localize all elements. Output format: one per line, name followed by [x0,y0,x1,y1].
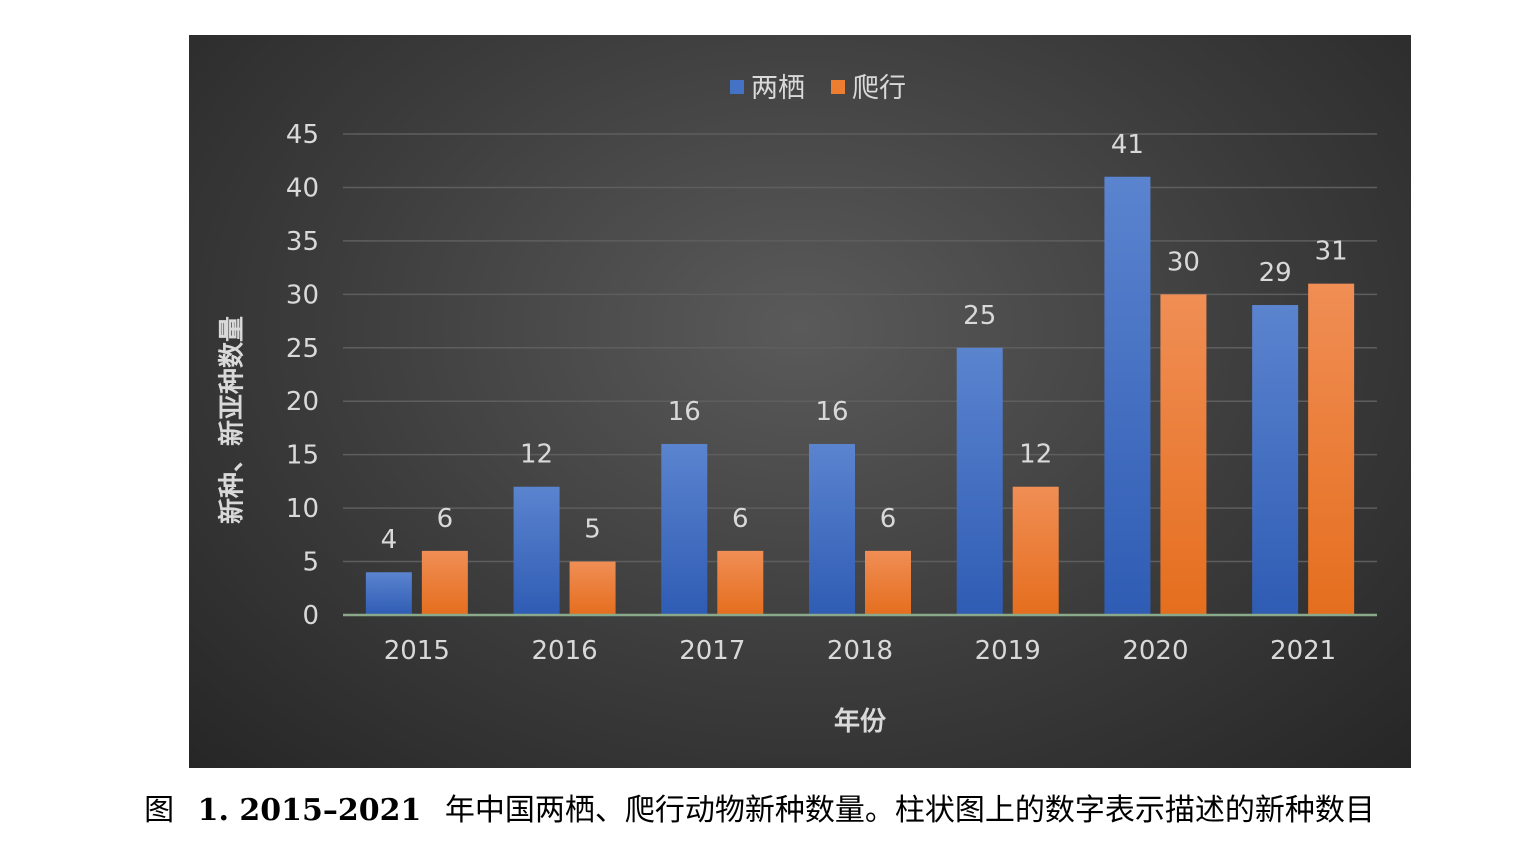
data-label-爬行-2017: 6 [732,504,749,534]
data-label-两栖-2020: 41 [1111,130,1144,160]
figure-caption: 图 1. 2015–2021 年中国两栖、爬行动物新种数量。柱状图上的数字表示描… [0,785,1519,829]
y-axis-ticks: 0 5 10 15 20 25 30 35 40 45 [286,120,319,631]
y-tick-label: 5 [302,548,319,578]
x-tick-label: 2021 [1270,636,1336,666]
data-label-两栖-2017: 16 [668,397,701,427]
bar-爬行-2019 [1012,486,1059,615]
x-tick-label: 2016 [531,636,597,666]
x-axis-title: 年份 [834,706,886,737]
y-tick-label: 0 [302,601,319,631]
x-tick-label: 2019 [975,636,1041,666]
x-tick-label: 2020 [1122,636,1188,666]
bar-爬行-2021 [1308,283,1355,615]
y-tick-label: 20 [286,387,319,417]
data-label-爬行-2020: 30 [1167,247,1200,277]
bars [365,176,1355,615]
bar-爬行-2017 [717,550,764,615]
legend-label-爬行: 爬行 [852,73,906,104]
bar-两栖-2017 [661,443,708,615]
y-tick-label: 25 [286,334,319,364]
data-label-两栖-2019: 25 [963,301,996,331]
y-tick-label: 40 [286,173,319,203]
bar-两栖-2021 [1252,305,1299,615]
gridlines [343,133,1377,563]
data-label-两栖-2015: 4 [381,525,398,555]
bar-两栖-2018 [809,443,855,615]
y-tick-label: 30 [286,280,319,310]
bar-两栖-2020 [1104,176,1151,615]
y-tick-label: 15 [286,441,319,471]
chart-panel: 0 5 10 15 20 25 30 35 40 45 4 6 12 5 16 6 16 6 25 12 41 30 29… [189,35,1411,768]
bar-两栖-2016 [513,486,560,615]
y-tick-label: 35 [286,227,319,257]
data-label-爬行-2015: 6 [437,504,454,534]
legend-label-两栖: 两栖 [751,73,805,104]
bar-爬行-2020 [1160,294,1207,615]
data-label-两栖-2018: 16 [815,397,848,427]
x-axis-ticks: 2015 2016 2017 2018 2019 2020 2021 [384,636,1336,666]
data-label-爬行-2018: 6 [880,504,897,534]
x-tick-label: 2018 [827,636,893,666]
legend-swatch-爬行 [831,80,845,94]
legend-swatch-两栖 [730,80,744,94]
data-label-两栖-2016: 12 [520,440,553,470]
x-tick-label: 2017 [679,636,745,666]
data-label-爬行-2021: 31 [1315,237,1348,267]
bar-爬行-2016 [569,561,616,615]
x-tick-label: 2015 [384,636,450,666]
caption-number: 1. 2015–2021 [197,793,422,828]
y-tick-label: 10 [286,494,319,524]
caption-prefix: 图 [144,793,175,828]
legend: 两栖 爬行 [730,73,906,104]
caption-text: 年中国两栖、爬行动物新种数量。柱状图上的数字表示描述的新种数目 [444,793,1375,828]
data-label-爬行-2016: 5 [584,515,601,545]
bar-chart: 0 5 10 15 20 25 30 35 40 45 4 6 12 5 16 6 16 6 25 12 41 30 29… [217,73,1377,737]
bar-爬行-2015 [421,550,468,615]
data-label-两栖-2021: 29 [1259,258,1292,288]
bar-两栖-2015 [365,572,412,615]
data-labels: 4 6 12 5 16 6 16 6 25 12 41 30 29 31 [381,130,1348,555]
y-tick-label: 45 [286,120,319,150]
bar-爬行-2018 [865,550,911,615]
data-label-爬行-2019: 12 [1019,440,1052,470]
y-axis-title: 新种、新亚种数量 [217,316,248,524]
bar-两栖-2019 [956,347,1003,615]
